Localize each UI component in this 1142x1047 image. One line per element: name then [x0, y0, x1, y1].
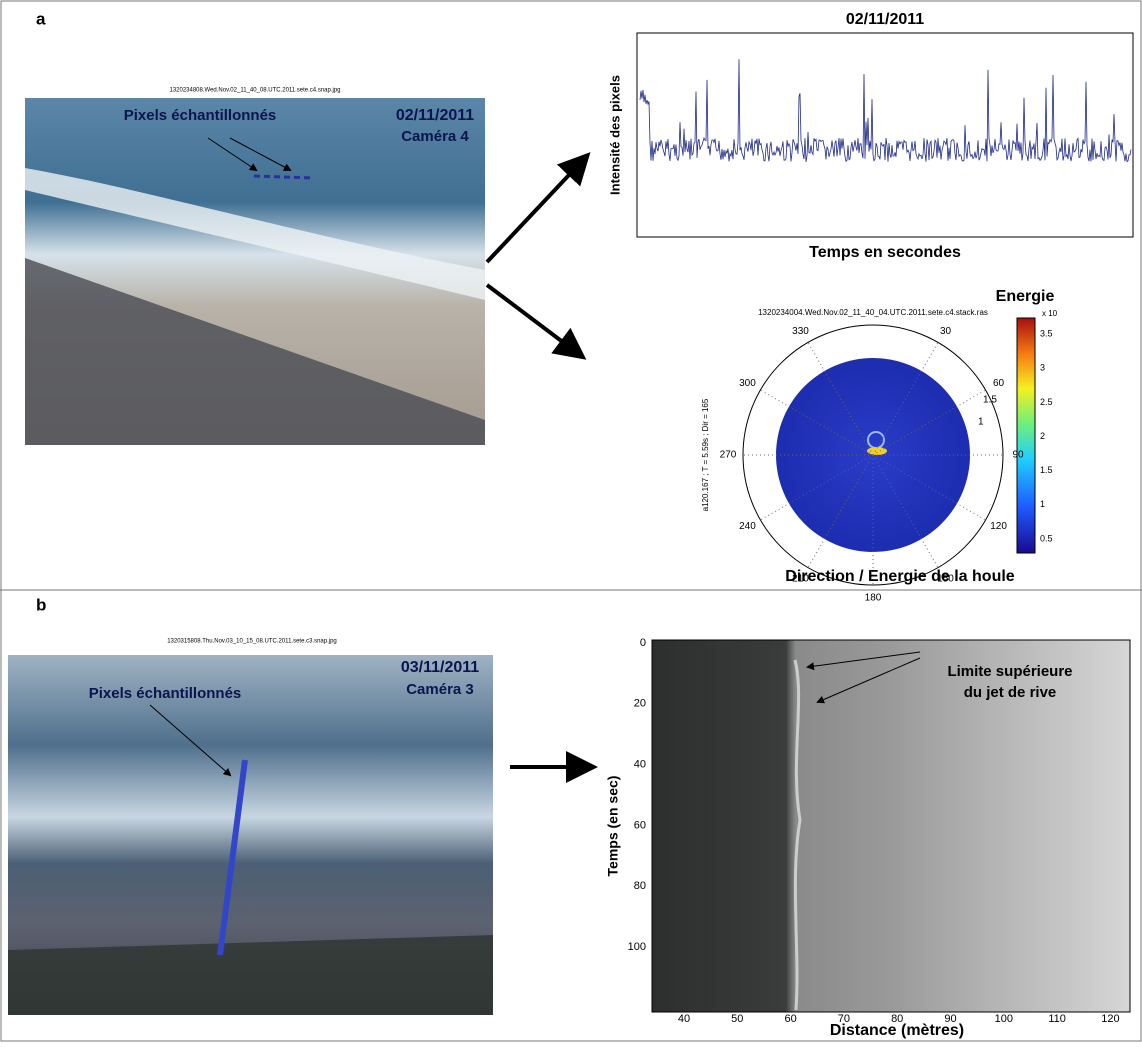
y-tick-label: 40 — [634, 759, 646, 771]
y-tick-label: 20 — [634, 698, 646, 710]
date: 02/11/2011 — [396, 107, 474, 124]
colorbar-tick-label: 0.5 — [1040, 533, 1053, 543]
colorbar — [1017, 318, 1035, 553]
panel-label: b — [36, 595, 46, 614]
y-axis-label: Temps (en sec) — [605, 776, 621, 877]
chart-title: 02/11/2011 — [846, 11, 924, 28]
filename: 1320234808.Wed.Nov.02_11_40_08.UTC.2011.… — [169, 88, 340, 94]
x-tick-label: 60 — [784, 1013, 796, 1025]
colorbar-tick-label: 1 — [1040, 499, 1045, 509]
colorbar-tick-label: 3.5 — [1040, 328, 1053, 338]
x-tick-label: 90 — [944, 1013, 956, 1025]
filename: 1320234004.Wed.Nov.02_11_40_04.UTC.2011.… — [758, 308, 988, 317]
x-tick-label: 120 — [1101, 1013, 1119, 1025]
date: 03/11/2011 — [401, 659, 479, 676]
annotation: Pixels échantillonnés — [89, 685, 242, 702]
radial-label: 1.5 — [983, 395, 997, 406]
camera: Caméra 4 — [401, 128, 469, 145]
angle-label: 150 — [937, 573, 954, 584]
angle-label: 120 — [990, 521, 1007, 532]
angle-label: 240 — [739, 521, 756, 532]
figure: a b 1320234808.Wed.Nov.02_11_40_08.UTC.2… — [0, 0, 1142, 1042]
plot-area — [637, 33, 1133, 237]
colorbar-exponent: x 10 — [1042, 309, 1058, 318]
arrow — [487, 158, 585, 262]
annotation: Limite supérieure — [947, 663, 1072, 680]
colorbar-title: Energie — [996, 288, 1055, 305]
colorbar-tick-label: 1.5 — [1040, 465, 1053, 475]
panel-label: a — [36, 9, 46, 28]
timestack — [652, 640, 1130, 1012]
x-tick-label: 70 — [838, 1013, 850, 1025]
side-label: a120.167 ; T = 5.59s ; Dir = 165 — [701, 398, 710, 511]
colorbar-tick-label: 2.5 — [1040, 397, 1053, 407]
angle-label: 300 — [739, 378, 756, 389]
y-axis-label: Intensité des pixels — [607, 75, 622, 195]
colorbar-tick-label: 3 — [1040, 363, 1045, 373]
camera: Caméra 3 — [406, 681, 474, 698]
caption: Direction / Energie de la houle — [785, 568, 1014, 585]
arrow — [487, 285, 580, 355]
angle-label: 30 — [940, 326, 952, 337]
colorbar-tick-label: 2 — [1040, 431, 1045, 441]
x-tick-label: 100 — [995, 1013, 1013, 1025]
y-tick-label: 60 — [634, 819, 646, 831]
x-tick-label: 50 — [731, 1013, 743, 1025]
angle-label: 270 — [720, 450, 737, 461]
x-tick-label: 110 — [1048, 1013, 1066, 1025]
annotation: Pixels échantillonnés — [124, 107, 277, 124]
angle-label: 60 — [993, 378, 1005, 389]
angle-label: 90 — [1012, 450, 1024, 461]
angle-label: 330 — [792, 326, 809, 337]
x-axis-label: Temps en secondes — [809, 244, 961, 261]
y-tick-label: 80 — [634, 880, 646, 892]
y-tick-label: 100 — [628, 941, 646, 953]
annotation: du jet de rive — [964, 684, 1057, 701]
angle-label: 210 — [792, 573, 809, 584]
x-tick-label: 40 — [678, 1013, 690, 1025]
angle-label: 180 — [865, 593, 882, 604]
radial-label: 1 — [978, 417, 984, 428]
x-tick-label: 80 — [891, 1013, 903, 1025]
y-tick-label: 0 — [640, 637, 646, 649]
filename: 1320315808.Thu.Nov.03_10_15_08.UTC.2011.… — [167, 639, 337, 645]
